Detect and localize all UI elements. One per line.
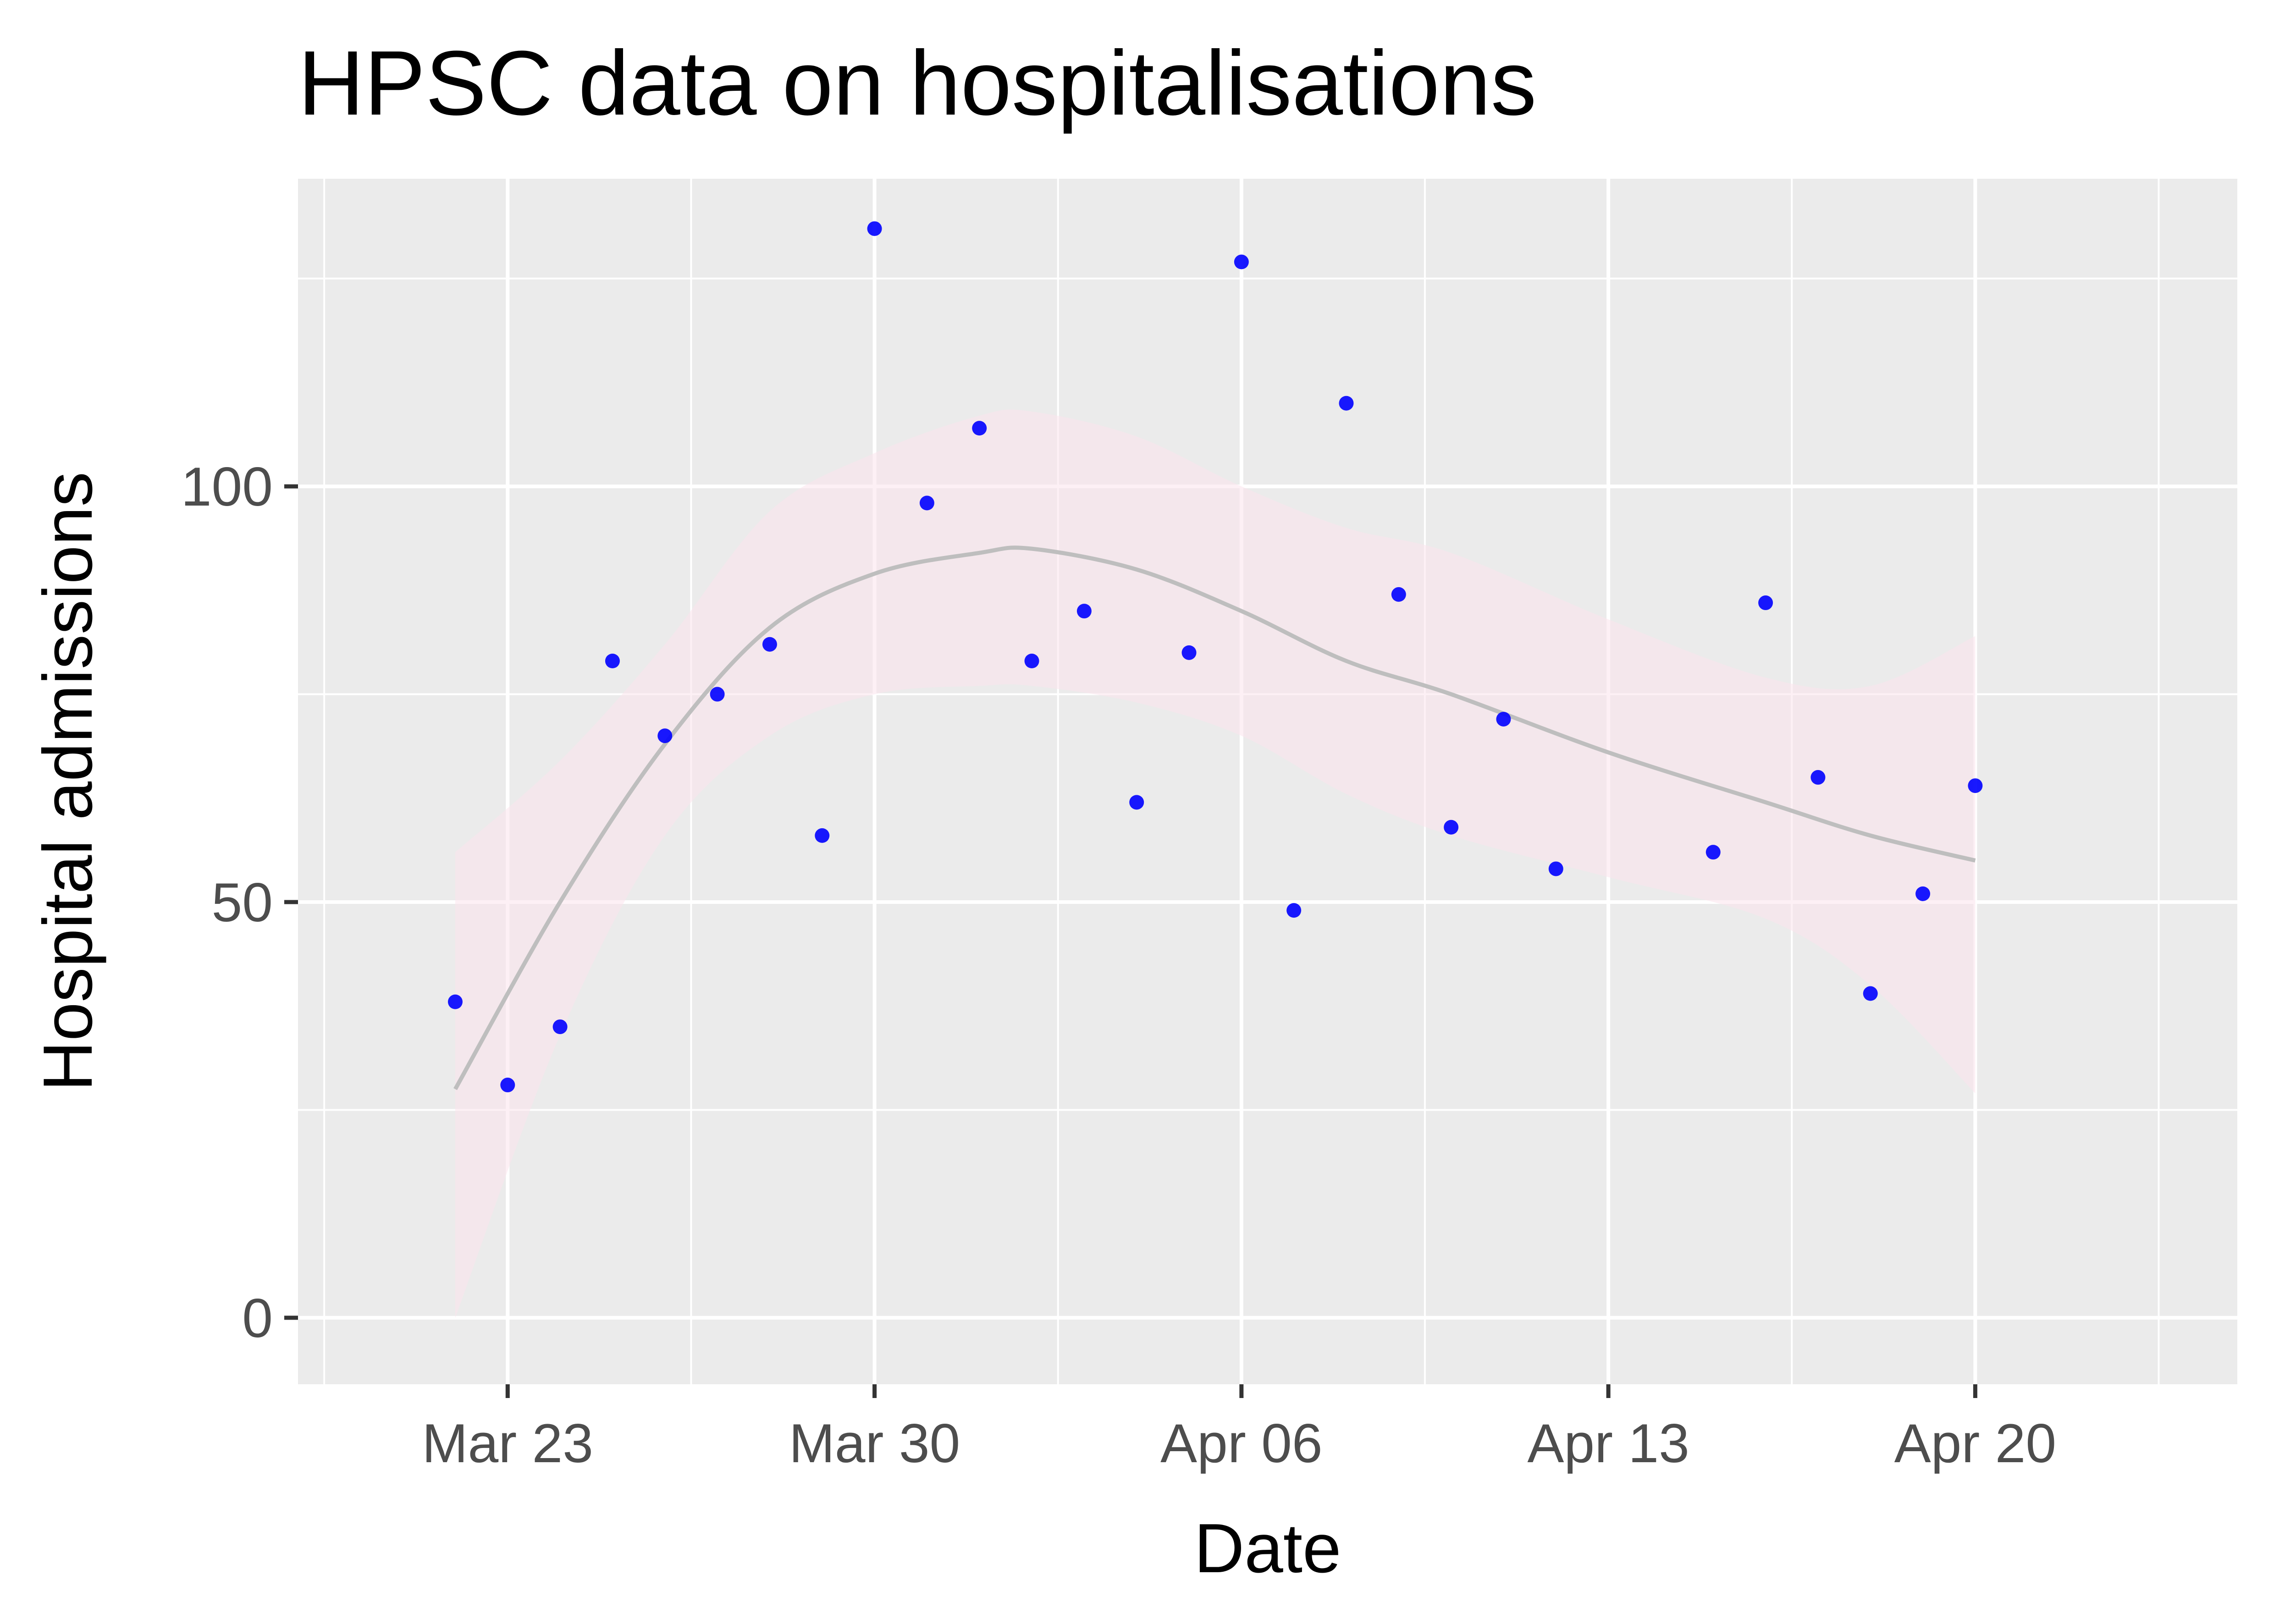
data-point — [552, 1019, 568, 1035]
y-tick-label: 100 — [181, 456, 273, 517]
data-point — [1181, 645, 1197, 660]
x-axis: Mar 23 Mar 30 Apr 06 Apr 13 Apr 20 — [422, 1384, 2057, 1474]
data-point — [1706, 845, 1721, 860]
data-point — [1391, 587, 1406, 602]
x-tick-label: Mar 23 — [422, 1413, 593, 1474]
confidence-band — [455, 409, 1976, 1318]
data-point — [1286, 903, 1302, 918]
data-point — [1444, 820, 1459, 835]
data-point — [1915, 886, 1931, 901]
y-tick-label: 50 — [212, 872, 273, 933]
x-tick-label: Apr 20 — [1894, 1413, 2057, 1474]
data-point — [867, 221, 882, 236]
data-point — [447, 994, 463, 1009]
x-tick-label: Mar 30 — [789, 1413, 960, 1474]
data-point — [762, 637, 777, 652]
data-point — [1758, 595, 1773, 611]
y-axis-title: Hospital admissions — [29, 472, 107, 1091]
x-tick-label: Apr 06 — [1160, 1413, 1323, 1474]
data-point — [500, 1078, 515, 1093]
data-point — [1496, 711, 1511, 727]
data-point — [605, 654, 620, 668]
data-point — [919, 495, 934, 511]
data-point — [1076, 604, 1092, 619]
data-point — [1968, 778, 1983, 793]
x-tick-label: Apr 13 — [1527, 1413, 1689, 1474]
y-axis: 0 50 100 — [181, 456, 298, 1349]
data-point — [815, 828, 830, 843]
data-point — [1863, 986, 1878, 1001]
data-point — [1548, 861, 1563, 876]
data-point — [657, 728, 673, 743]
data-point — [710, 687, 725, 702]
smooth-line — [453, 545, 1976, 1090]
x-axis-title: Date — [1194, 1509, 1341, 1587]
data-point — [972, 421, 987, 436]
data-point — [1234, 254, 1249, 270]
data-point — [1810, 770, 1826, 785]
data-point — [1024, 654, 1039, 668]
data-points — [447, 221, 1983, 1093]
data-point — [1339, 396, 1354, 411]
data-point — [1129, 795, 1144, 810]
y-tick-label: 0 — [242, 1288, 273, 1349]
chart-title: HPSC data on hospitalisations — [298, 32, 1537, 134]
